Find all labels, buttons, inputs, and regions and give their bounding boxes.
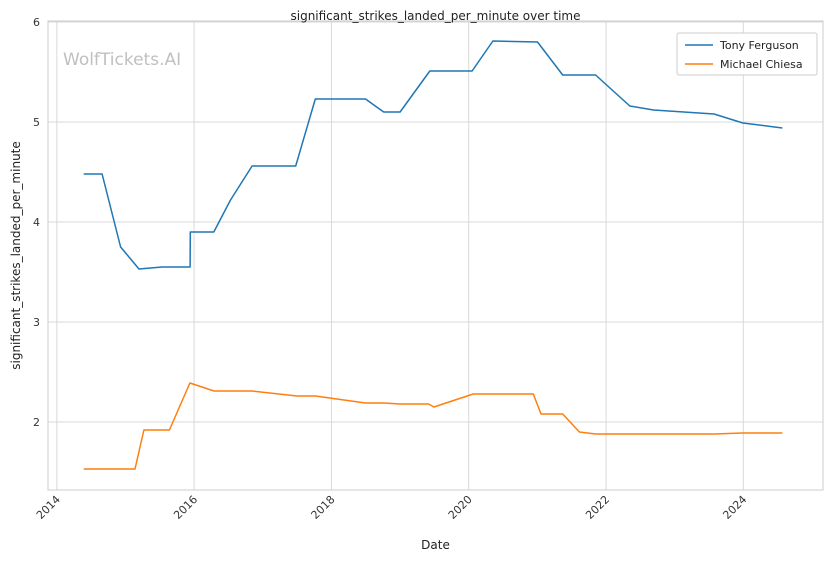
- x-tick-label: 2022: [583, 493, 612, 522]
- y-axis-title: significant_strikes_landed_per_minute: [9, 141, 23, 370]
- legend-label-tony-ferguson: Tony Ferguson: [719, 39, 799, 52]
- series-lines: [83, 40, 783, 470]
- legend-label-michael-chiesa: Michael Chiesa: [720, 58, 803, 71]
- y-tick-label: 2: [33, 416, 40, 429]
- x-tick-label: 2024: [720, 493, 749, 522]
- watermark: WolfTickets.AI: [63, 50, 181, 70]
- y-tick-label: 5: [33, 116, 40, 129]
- x-tick-label: 2016: [171, 493, 200, 522]
- plot-frame: [47, 20, 824, 491]
- chart-title: significant_strikes_landed_per_minute ov…: [290, 9, 580, 23]
- series-line-tony-ferguson: [83, 40, 783, 270]
- x-tick-label: 2018: [309, 493, 338, 522]
- y-tick-label: 4: [33, 216, 40, 229]
- x-axis-title: Date: [421, 538, 450, 552]
- legend: Tony Ferguson Michael Chiesa: [676, 32, 818, 76]
- plot-area: [48, 21, 823, 490]
- y-tick-label: 3: [33, 316, 40, 329]
- x-tick-label: 2020: [446, 493, 475, 522]
- series-line-michael-chiesa: [83, 382, 783, 470]
- x-tick-label: 2014: [34, 493, 63, 522]
- y-tick-label: 6: [33, 16, 40, 29]
- grid-lines: [48, 21, 823, 490]
